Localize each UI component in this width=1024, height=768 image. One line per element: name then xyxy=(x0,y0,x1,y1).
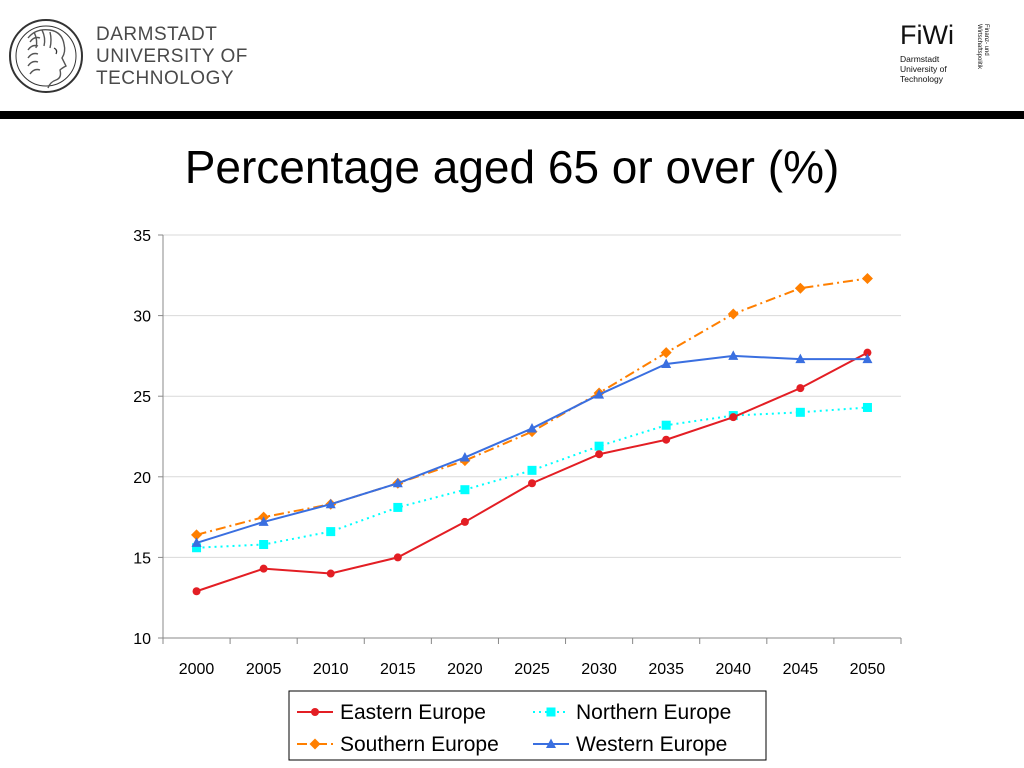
x-tick-label: 2000 xyxy=(179,661,215,678)
legend-box xyxy=(288,690,767,761)
series-northern-europe xyxy=(192,402,872,553)
fiwi-logo: FiWi xyxy=(900,20,954,50)
legend-swatch-marker xyxy=(546,707,556,717)
data-point xyxy=(326,569,335,578)
data-point xyxy=(191,529,203,541)
data-point xyxy=(460,485,470,495)
x-tick-label: 2015 xyxy=(380,661,416,678)
data-point xyxy=(259,564,268,573)
series-eastern-europe xyxy=(192,348,872,596)
chart-series xyxy=(191,273,873,596)
series-line xyxy=(196,277,868,536)
legend-label: Southern Europe xyxy=(340,733,499,756)
fiwi-logo-block: FiWi Darmstadt University of Technology xyxy=(900,20,954,84)
y-tick-label: 35 xyxy=(133,228,151,245)
data-point xyxy=(662,435,671,444)
x-tick-label: 2025 xyxy=(514,661,550,678)
data-point xyxy=(393,502,403,512)
y-tick-label: 25 xyxy=(133,389,151,406)
data-point xyxy=(862,353,873,364)
university-name: DARMSTADT UNIVERSITY OF TECHNOLOGY xyxy=(96,24,248,90)
legend-item: Southern Europe xyxy=(297,733,499,756)
x-tick-label: 2010 xyxy=(313,661,349,678)
data-point xyxy=(727,308,739,320)
y-tick-label: 30 xyxy=(133,309,151,326)
y-tick-label: 15 xyxy=(133,550,151,567)
legend-item: Eastern Europe xyxy=(297,701,486,724)
data-point xyxy=(192,543,202,553)
x-tick-label: 2045 xyxy=(783,661,819,678)
series-western-europe xyxy=(191,350,873,547)
data-point xyxy=(595,450,604,459)
data-point xyxy=(191,537,202,547)
data-point xyxy=(795,407,805,417)
legend-swatch-marker xyxy=(311,708,319,716)
data-point xyxy=(594,389,605,399)
legend-item: Northern Europe xyxy=(533,701,731,724)
y-tick-label: 10 xyxy=(133,631,151,648)
fiwi-subtitle-line: Darmstadt xyxy=(900,54,940,64)
data-point xyxy=(259,540,269,550)
data-point xyxy=(528,479,536,488)
data-point xyxy=(326,527,336,537)
slide-title: Percentage aged 65 or over (%) xyxy=(184,141,840,193)
data-point xyxy=(729,413,738,422)
data-point xyxy=(661,420,671,430)
data-point xyxy=(392,477,403,488)
data-point xyxy=(527,422,537,433)
data-point xyxy=(527,465,537,475)
data-point xyxy=(863,348,872,357)
data-point xyxy=(728,350,739,360)
data-point xyxy=(325,498,336,509)
x-tick-label: 2020 xyxy=(447,661,483,678)
data-point xyxy=(795,353,806,364)
university-name-line: UNIVERSITY OF xyxy=(96,46,248,67)
data-point xyxy=(661,358,672,368)
data-point xyxy=(258,516,269,526)
x-tick-label: 2050 xyxy=(850,661,886,678)
x-tick-label: 2035 xyxy=(648,661,684,678)
data-point xyxy=(192,587,201,596)
data-point xyxy=(861,273,873,285)
series-southern-europe xyxy=(191,273,873,541)
university-name-line: DARMSTADT xyxy=(96,24,218,45)
fiwi-subtitle-line: Technology xyxy=(900,74,944,84)
fiwi-subtitle-line: University of xyxy=(900,64,947,74)
legend-item: Western Europe xyxy=(533,733,727,756)
university-name-line: TECHNOLOGY xyxy=(96,68,235,89)
legend-label: Western Europe xyxy=(576,733,727,756)
legend-swatch-marker xyxy=(309,738,321,750)
y-tick-label: 20 xyxy=(133,470,151,487)
legend-label: Eastern Europe xyxy=(340,701,486,724)
data-point xyxy=(459,451,470,462)
legend-swatch-marker xyxy=(546,738,556,748)
x-tick-label: 2030 xyxy=(581,661,617,678)
legend-label: Northern Europe xyxy=(576,701,731,724)
data-point xyxy=(794,282,806,294)
series-line xyxy=(196,354,868,544)
data-point xyxy=(862,402,872,412)
data-point xyxy=(594,441,604,451)
chart-legend: Eastern Europe Northern Europe Southern Eu… xyxy=(288,690,767,761)
data-point xyxy=(393,553,402,562)
x-tick-label: 2005 xyxy=(246,661,282,678)
chart-gridlines xyxy=(163,234,901,558)
data-point xyxy=(660,347,672,359)
header-divider xyxy=(0,111,1024,119)
series-line xyxy=(196,406,868,549)
slide-header: DARMSTADT UNIVERSITY OF TECHNOLOGY FiWi … xyxy=(0,0,1024,112)
data-point xyxy=(460,517,469,526)
data-point xyxy=(796,384,805,393)
fiwi-subtitle: Darmstadt University of Technology xyxy=(900,54,954,84)
university-seal-icon xyxy=(9,19,83,93)
x-tick-label: 2040 xyxy=(715,661,751,678)
